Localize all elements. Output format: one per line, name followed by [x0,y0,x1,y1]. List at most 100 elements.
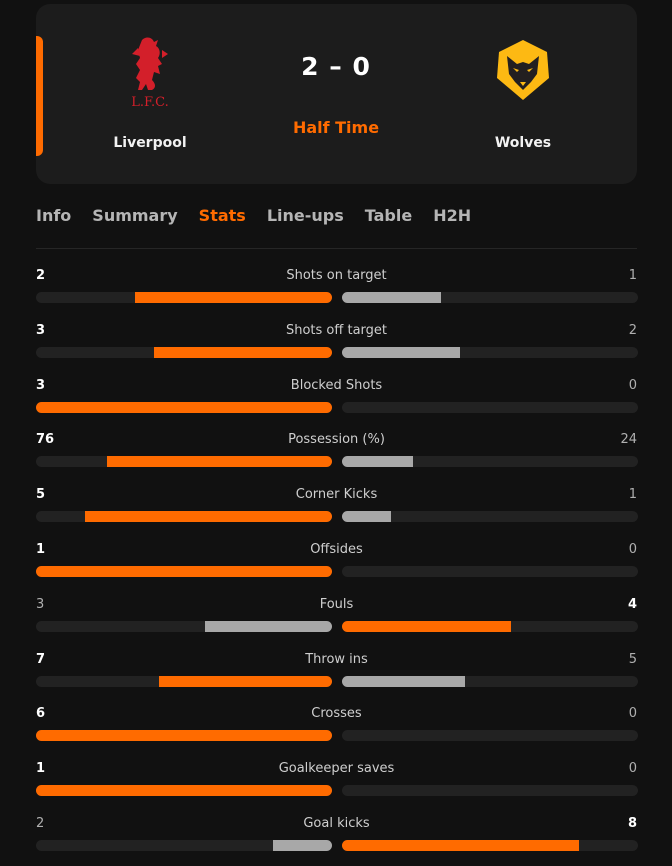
stat-away-track [342,511,638,523]
crest-lettering: L.F.C. [131,95,169,110]
tabs-divider [36,248,637,249]
stat-label: Shots on target [286,268,387,283]
stat-label: Crosses [311,706,362,722]
stat-home-bar [134,292,332,303]
stat-home-bar [36,785,332,797]
stat-away-value: 0 [628,761,637,777]
stat-row: 2 Goal kicks 8 [36,816,638,866]
wolves-crest-icon [497,40,549,100]
stat-home-bar [154,346,332,358]
stat-row: 2 Shots on target 1 [36,268,638,318]
stat-label: Offsides [310,542,363,557]
stat-away-bar [342,511,392,523]
stat-home-value: 3 [36,596,45,612]
stat-home-value: 2 [36,816,45,831]
stat-home-value: 6 [36,706,46,722]
away-team-name: Wolves [494,135,552,151]
stat-away-value: 24 [620,432,637,448]
stat-label: Goal kicks [303,816,370,831]
stat-label: Fouls [319,596,354,612]
stat-away-value: 1 [628,487,637,503]
stat-home-bar [85,511,332,523]
stat-label: Corner Kicks [295,487,378,503]
stat-away-track [342,456,638,468]
stat-home-track [36,840,332,851]
stat-label: Blocked Shots [290,377,383,393]
stat-home-value: 3 [36,322,46,338]
stat-away-track [342,840,638,851]
stat-home-bar [159,675,332,687]
stat-away-bar [342,620,512,632]
stat-home-track [36,620,332,632]
stat-away-track [342,785,638,797]
stat-away-value: 1 [628,268,637,283]
tab-stats[interactable]: Stats [198,206,246,225]
stat-away-bar [342,456,414,468]
stat-label: Shots off target [285,322,388,338]
stat-away-bar [342,840,579,851]
home-team-name: Liverpool [113,135,187,151]
stat-away-value: 8 [627,816,637,831]
stat-away-track [342,620,638,632]
stat-away-value: 0 [628,706,637,722]
stat-home-value: 76 [36,432,55,448]
stat-label: Goalkeeper saves [278,761,395,777]
stat-home-value: 5 [36,487,46,503]
stat-home-value: 7 [36,651,46,667]
stat-away-bar [342,346,461,358]
stat-row: 3 Shots off target 2 [36,322,638,373]
liverpool-crest-icon: L.F.C. [131,37,169,110]
stat-home-track [36,566,332,577]
match-tabs: Info Summary Stats Line-ups Table H2H [36,206,471,225]
stat-away-value: 0 [628,377,637,393]
stat-row: 6 Crosses 0 [36,706,638,756]
stat-home-bar [107,456,332,468]
match-score: 2 – 0 [301,52,371,81]
stat-home-track [36,292,332,303]
stat-home-value: 1 [36,761,46,777]
match-header-card: L.F.C. Liverpool 2 – 0 Half Time Wolves [36,4,637,184]
stat-home-value: 3 [36,377,46,393]
tab-h2h[interactable]: H2H [433,206,472,225]
stat-away-bar [342,292,441,303]
stat-away-value: 0 [628,542,637,557]
stat-away-track [342,566,638,577]
tab-info[interactable]: Info [36,206,72,225]
stat-row: 7 Throw ins 5 [36,651,638,702]
tab-table[interactable]: Table [364,206,413,225]
stat-row: 76 Possession (%) 24 [36,432,638,482]
stat-home-track [36,675,332,687]
stat-row: 1 Goalkeeper saves 0 [36,761,638,811]
stat-away-track [342,292,638,303]
stat-home-value: 1 [36,542,46,557]
match-status: Half Time [292,118,380,137]
stat-home-track [36,346,332,358]
tab-lineups[interactable]: Line-ups [266,206,344,225]
stat-home-bar [36,566,332,577]
stat-row: 3 Fouls 4 [36,596,638,647]
stat-away-bar [342,675,466,687]
stat-home-value: 2 [36,268,46,283]
stat-home-track [36,401,332,413]
stat-away-track [342,401,638,413]
stat-row: 1 Offsides 0 [36,542,638,592]
tab-summary[interactable]: Summary [92,206,178,225]
stat-away-value: 5 [628,651,637,667]
stat-row: 5 Corner Kicks 1 [36,487,638,537]
stat-home-track [36,730,332,742]
stat-label: Throw ins [305,651,368,667]
stat-away-track [342,346,638,358]
stat-home-track [36,456,332,468]
stat-home-bar [272,840,332,851]
stat-label: Possession (%) [288,432,385,448]
stat-away-track [342,675,638,687]
stat-home-bar [36,401,332,413]
stat-home-bar [36,730,332,742]
stat-home-track [36,785,332,797]
stat-home-track [36,511,332,523]
stat-home-bar [205,620,332,632]
stat-away-value: 4 [627,596,637,612]
stat-away-track [342,730,638,742]
stat-away-value: 2 [628,322,637,338]
stat-row: 3 Blocked Shots 0 [36,377,638,428]
